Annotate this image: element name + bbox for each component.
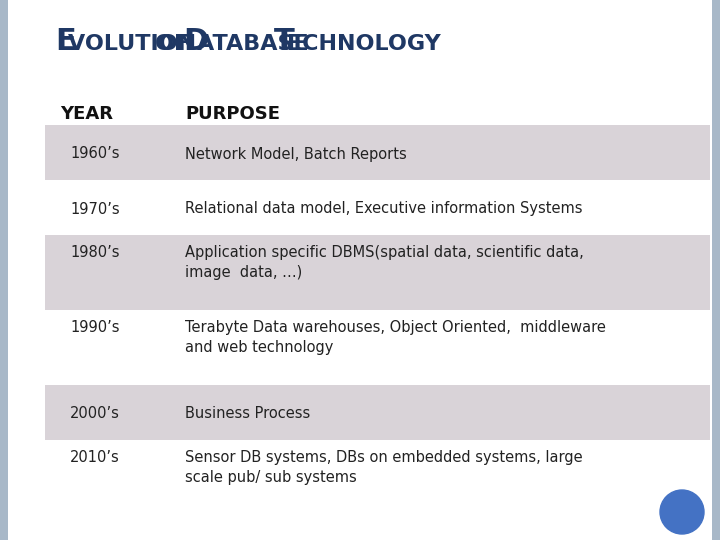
Text: PURPOSE: PURPOSE (185, 105, 280, 123)
Text: YEAR: YEAR (60, 105, 113, 123)
Text: Application specific DBMS(spatial data, scientific data,
image  data, …): Application specific DBMS(spatial data, … (185, 245, 584, 280)
Circle shape (660, 490, 704, 534)
Text: Sensor DB systems, DBs on embedded systems, large
scale pub/ sub systems: Sensor DB systems, DBs on embedded syste… (185, 450, 582, 485)
Bar (45, 125, 710, 180)
Bar (45, 180, 710, 235)
Text: Relational data model, Executive information Systems: Relational data model, Executive informa… (185, 201, 582, 217)
Bar (45, 440, 710, 515)
Bar (45, 310, 710, 385)
Text: 2000’s: 2000’s (70, 407, 120, 422)
Text: VOLUTION: VOLUTION (68, 34, 204, 54)
Text: 1990’s: 1990’s (70, 320, 120, 335)
Bar (0, 0, 8, 540)
Text: Network Model, Batch Reports: Network Model, Batch Reports (185, 146, 407, 161)
Text: T: T (274, 27, 294, 56)
Text: ECHNOLOGY: ECHNOLOGY (287, 34, 441, 54)
Text: 1960’s: 1960’s (70, 146, 120, 161)
Text: 2010’s: 2010’s (70, 450, 120, 465)
Text: 1970’s: 1970’s (70, 201, 120, 217)
Text: 1980’s: 1980’s (70, 245, 120, 260)
Text: OF: OF (155, 34, 197, 54)
Text: ATABASE: ATABASE (197, 34, 316, 54)
Text: D: D (184, 27, 209, 56)
Text: Business Process: Business Process (185, 407, 310, 422)
Text: E: E (55, 27, 76, 56)
Text: Terabyte Data warehouses, Object Oriented,  middleware
and web technology: Terabyte Data warehouses, Object Oriente… (185, 320, 606, 355)
Bar (712, 0, 720, 540)
Bar (45, 235, 710, 310)
Bar (45, 385, 710, 440)
